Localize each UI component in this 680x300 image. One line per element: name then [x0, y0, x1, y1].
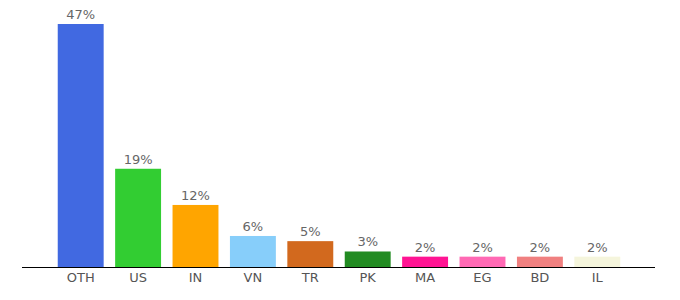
- bar: [230, 236, 276, 267]
- tick: US: [129, 267, 147, 285]
- tick: IL: [592, 267, 604, 285]
- chart: 47% 19% 12% 6% 5% 3% 2% 2% 2% 2% OTH US IN VN TR PK MA EG…: [0, 0, 680, 300]
- tick: EG: [473, 267, 491, 285]
- tick: MA: [415, 267, 435, 285]
- data-label: 6%: [243, 219, 264, 234]
- tick-label: EG: [473, 270, 491, 285]
- bar: [574, 257, 620, 267]
- tick-label: PK: [360, 270, 377, 285]
- data-labels: 47% 19% 12% 6% 5% 3% 2% 2% 2% 2%: [66, 7, 607, 255]
- axis-line: [53, 267, 627, 268]
- baseline: [22, 267, 655, 268]
- data-label: 19%: [124, 152, 153, 167]
- bar: [58, 24, 104, 267]
- tick-label: US: [129, 270, 147, 285]
- tick-label: VN: [244, 270, 263, 285]
- data-label: 12%: [181, 188, 210, 203]
- tick-label: MA: [415, 270, 435, 285]
- tick-label: OTH: [67, 270, 95, 285]
- tick: IN: [189, 267, 203, 285]
- tick-label: BD: [530, 270, 549, 285]
- tick-label: TR: [301, 270, 319, 285]
- x-axis: OTH US IN VN TR PK MA EG BD IL: [53, 267, 627, 285]
- bars: [58, 24, 621, 267]
- tick: TR: [301, 267, 319, 285]
- bar: [345, 251, 391, 267]
- tick: BD: [530, 267, 549, 285]
- data-label: 47%: [66, 7, 95, 22]
- tick: VN: [244, 267, 263, 285]
- data-label: 5%: [300, 224, 321, 239]
- data-label: 2%: [530, 240, 551, 255]
- bar: [402, 257, 448, 267]
- bar: [115, 169, 161, 267]
- data-label: 2%: [472, 240, 493, 255]
- bar: [287, 241, 333, 267]
- data-label: 3%: [357, 234, 378, 249]
- tick: OTH: [67, 267, 95, 285]
- bar: [460, 257, 506, 267]
- tick: PK: [360, 267, 377, 285]
- bar: [517, 257, 563, 267]
- data-label: 2%: [587, 240, 608, 255]
- tick-label: IN: [189, 270, 203, 285]
- bar: [173, 205, 219, 267]
- data-label: 2%: [415, 240, 436, 255]
- tick-label: IL: [592, 270, 604, 285]
